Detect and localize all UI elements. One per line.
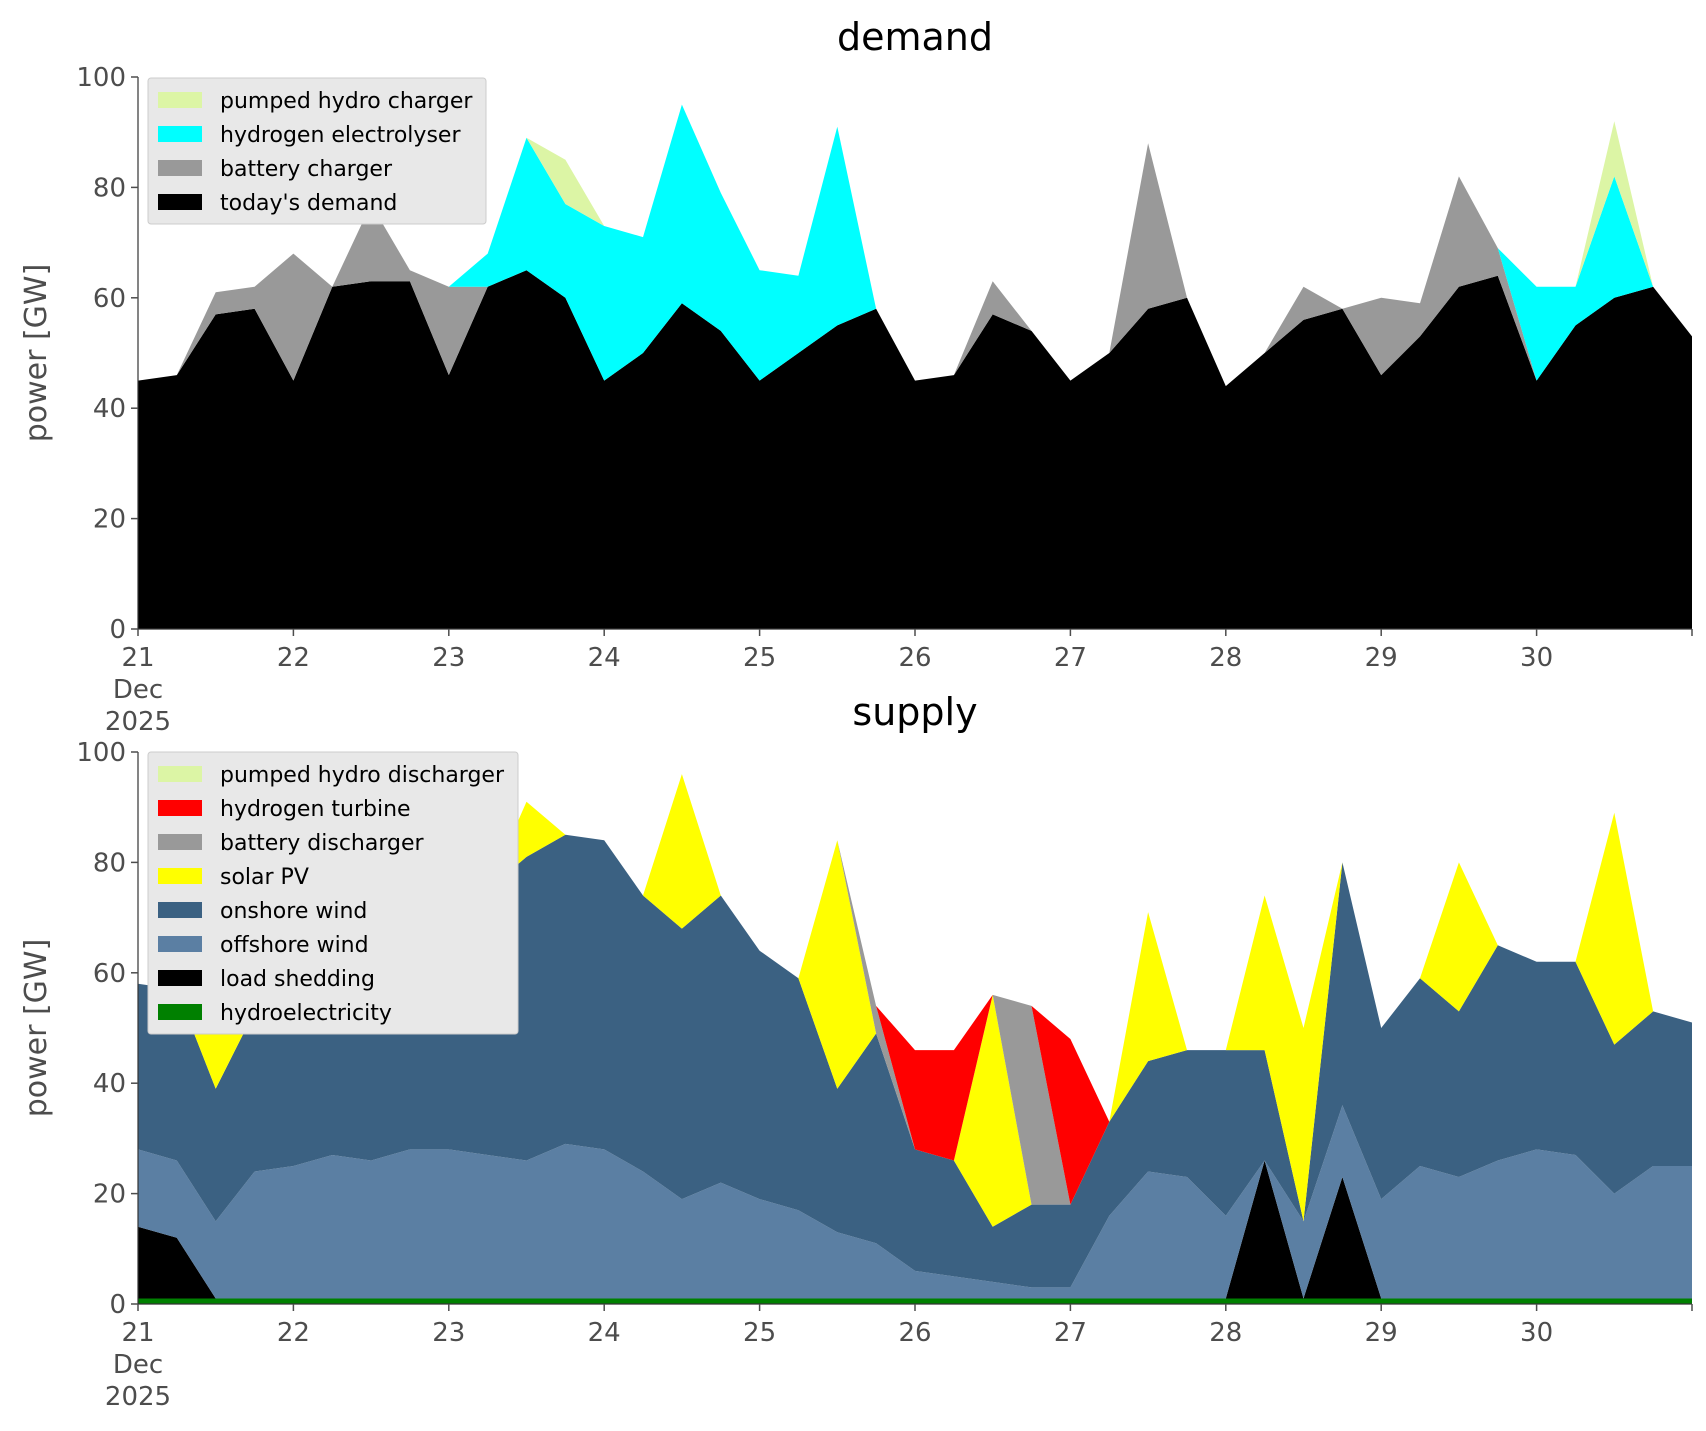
x-tick-label: 26 [898,1318,931,1348]
x-tick-label: 23 [432,1318,465,1348]
y-tick-label: 20 [93,1180,126,1210]
y-tick-label: 20 [93,505,126,535]
y-tick-label: 40 [93,1069,126,1099]
chart-panel-demand: demand 0 20 40 60 80 100 21 Dec 2025 22 23 24 25 26 27 2… [19,15,1693,737]
legend-swatch [158,970,202,986]
x-tick-label: 25 [743,1318,776,1348]
y-tick-label: 80 [93,848,126,878]
legend-swatch [158,92,202,108]
chart-panel-supply: supply 0 20 40 60 80 100 21 Dec 2025 22 23 24 25 26 27 2… [19,690,1693,1412]
x-tick-label: 24 [588,643,621,673]
area-hydrogen-turbine [138,774,1692,1205]
x-tick-label: 29 [1365,1318,1398,1348]
x-tick-label: 21 Dec 2025 [105,643,171,737]
area-solar-pv [138,774,1692,1227]
y-tick-label: 40 [93,394,126,424]
x-tick-label: 27 [1054,643,1087,673]
x-tick-label: 30 [1520,643,1553,673]
legend-entry: today's demand [220,191,397,216]
legend-box [147,751,519,1035]
chart-title: demand [837,15,993,59]
legend-swatch [158,868,202,884]
legend-swatch [158,800,202,816]
legend-entry: load shedding [220,967,375,992]
legend-swatch [158,160,202,176]
area-layers [138,774,1692,1304]
x-tick-label: 29 [1365,643,1398,673]
x-tick-label: 22 [277,1318,310,1348]
legend-swatch [158,1004,202,1020]
legend: pumped hydro charger hydrogen electrolyse… [147,77,487,225]
legend-entry: battery discharger [220,831,425,856]
x-tick-label: 28 [1209,1318,1242,1348]
y-tick-label: 60 [93,959,126,989]
x-tick-label: 28 [1209,643,1242,673]
area-hydrogen-electrolyser [138,104,1692,387]
legend-entry: pumped hydro charger [220,89,473,114]
x-tick-label: 24 [588,1318,621,1348]
x-tick-label: 22 [277,643,310,673]
y-axis-label: power [GW] [19,939,54,1118]
y-tick-label: 0 [109,615,126,645]
y-tick-label: 0 [109,1290,126,1320]
x-tick-label: 27 [1054,1318,1087,1348]
legend-swatch [158,936,202,952]
legend-entry: solar PV [220,865,309,890]
area-onshore-wind [138,834,1692,1288]
y-axis-label: power [GW] [19,264,54,443]
y-tick-label: 100 [76,738,126,768]
legend-entry: hydrogen electrolyser [220,123,461,148]
area-today-s-demand [138,270,1692,629]
legend-swatch [158,194,202,210]
area-offshore-wind [138,1105,1692,1299]
legend-entry: hydrogen turbine [220,797,411,822]
area-layers [138,104,1692,629]
legend-swatch [158,126,202,142]
area-battery-charger [138,143,1692,387]
legend-entry: battery charger [220,157,393,182]
legend: pumped hydro discharger hydrogen turbine b… [147,751,519,1035]
legend-swatch [158,766,202,782]
legend-entry: onshore wind [220,899,367,924]
legend-entry: offshore wind [220,933,369,958]
x-tick-label: 21 Dec 2025 [105,1318,171,1412]
x-tick-label: 23 [432,643,465,673]
y-tick-label: 100 [76,63,126,93]
legend-entry: hydroelectricity [220,1001,392,1026]
legend-swatch [158,834,202,850]
chart-title: supply [852,690,977,734]
x-tick-label: 30 [1520,1318,1553,1348]
x-tick-label: 26 [898,643,931,673]
x-tick-label: 25 [743,643,776,673]
area-hydroelectricity [138,1298,1692,1304]
y-tick-label: 60 [93,284,126,314]
legend-entry: pumped hydro discharger [220,763,505,788]
legend-swatch [158,902,202,918]
y-tick-label: 80 [93,173,126,203]
legend-box [147,77,487,225]
